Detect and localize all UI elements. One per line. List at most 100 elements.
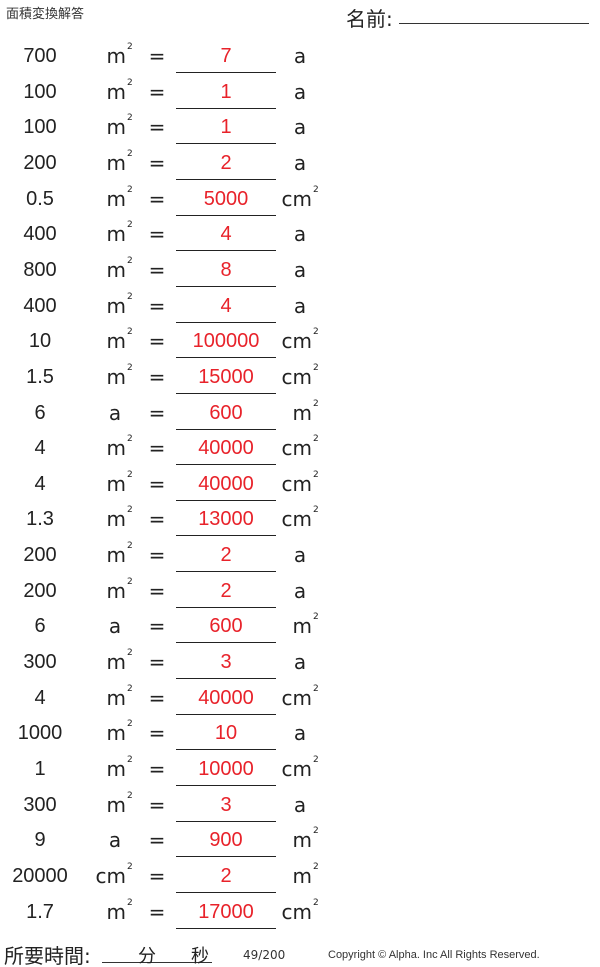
equals-sign: = xyxy=(148,364,166,389)
result-unit: cm xyxy=(281,757,312,781)
given-unit: m xyxy=(106,293,126,318)
result-unit-superscript: 2 xyxy=(313,362,319,373)
result-unit: cm xyxy=(281,471,312,496)
given-value: 1 xyxy=(34,758,46,780)
result-unit-superscript: 2 xyxy=(313,755,319,765)
given-unit: m xyxy=(106,222,126,247)
problem-row: 1.3 m 2 = 13000 cm 2 xyxy=(0,502,340,537)
result-unit: cm xyxy=(281,685,312,710)
equals-sign: = xyxy=(148,471,166,496)
problem-row: 6 a = 600 m 2 xyxy=(0,396,340,430)
result-unit: a xyxy=(293,222,307,247)
answer-value: 1 xyxy=(176,110,276,145)
given-unit: m xyxy=(106,257,126,282)
answer-value: 2 xyxy=(176,574,276,608)
problem-row: 300 m 2 = 3 a xyxy=(0,645,340,680)
given-unit: m xyxy=(106,721,126,746)
equals-sign: = xyxy=(148,79,166,104)
given-value: 800 xyxy=(23,258,57,281)
result-unit: a xyxy=(293,543,307,568)
equals-sign: = xyxy=(148,721,166,746)
answer-value: 4 xyxy=(176,217,276,252)
name-field-line xyxy=(399,23,589,24)
given-unit: m xyxy=(106,543,126,568)
equals-sign: = xyxy=(148,293,166,318)
given-value: 700 xyxy=(23,45,57,67)
problem-row: 200 m 2 = 2 a xyxy=(0,574,340,608)
equals-sign: = xyxy=(148,614,166,639)
given-unit-superscript: 2 xyxy=(127,755,133,765)
given-value: 200 xyxy=(23,579,57,602)
result-unit: m xyxy=(292,614,312,639)
result-unit: cm xyxy=(281,186,312,211)
answer-value: 40000 xyxy=(176,431,276,466)
equals-sign: = xyxy=(148,650,166,675)
problem-row: 1 m 2 = 10000 cm 2 xyxy=(0,752,340,786)
given-unit-superscript: 2 xyxy=(127,42,133,52)
given-value: 20000 xyxy=(12,864,68,887)
problem-row: 20000 cm 2 = 2 m 2 xyxy=(0,859,340,893)
given-value: 200 xyxy=(23,544,57,567)
given-unit: a xyxy=(108,614,122,639)
result-unit-superscript: 2 xyxy=(313,897,319,908)
equals-sign: = xyxy=(148,329,166,354)
equals-sign: = xyxy=(148,222,166,247)
answer-value: 7 xyxy=(176,39,276,73)
result-unit: a xyxy=(293,257,307,282)
answer-value: 2 xyxy=(176,146,276,180)
given-value: 300 xyxy=(23,651,57,674)
equals-sign: = xyxy=(148,578,166,603)
answer-value: 10 xyxy=(176,716,276,751)
equals-sign: = xyxy=(148,685,166,710)
given-unit: m xyxy=(106,150,126,175)
answer-value: 40000 xyxy=(176,681,276,715)
equals-sign: = xyxy=(148,186,166,211)
given-unit: m xyxy=(106,685,126,710)
result-unit: a xyxy=(293,578,307,603)
given-unit-superscript: 2 xyxy=(127,434,133,445)
given-unit: a xyxy=(108,400,122,425)
result-unit: cm xyxy=(281,364,312,389)
answer-value: 4 xyxy=(176,289,276,323)
given-unit-superscript: 2 xyxy=(127,469,133,480)
result-unit: a xyxy=(293,150,307,175)
answer-value: 10000 xyxy=(176,752,276,786)
problem-row: 9 a = 900 m 2 xyxy=(0,823,340,858)
given-value: 400 xyxy=(23,294,57,317)
result-unit-superscript: 2 xyxy=(313,469,319,480)
answer-value: 3 xyxy=(176,645,276,680)
problem-row: 4 m 2 = 40000 cm 2 xyxy=(0,467,340,501)
problem-row: 200 m 2 = 2 a xyxy=(0,146,340,180)
problem-row: 4 m 2 = 40000 cm 2 xyxy=(0,431,340,466)
given-unit: m xyxy=(106,578,126,603)
given-unit: m xyxy=(106,792,126,817)
equals-sign: = xyxy=(148,115,166,140)
equals-sign: = xyxy=(148,863,166,888)
problem-row: 0.5 m 2 = 5000 cm 2 xyxy=(0,182,340,216)
given-value: 100 xyxy=(23,116,57,139)
given-unit: m xyxy=(106,757,126,781)
given-unit: m xyxy=(106,364,126,389)
given-value: 400 xyxy=(23,223,57,246)
given-unit-superscript: 2 xyxy=(127,255,133,266)
given-unit: m xyxy=(106,186,126,211)
result-unit-superscript: 2 xyxy=(313,612,319,623)
result-unit: cm xyxy=(281,329,312,354)
problem-row: 10 m 2 = 100000 cm 2 xyxy=(0,324,340,359)
result-unit: m xyxy=(292,863,312,888)
problem-row: 100 m 2 = 1 a xyxy=(0,75,340,109)
result-unit-superscript: 2 xyxy=(313,434,319,445)
result-unit-superscript: 2 xyxy=(313,398,319,409)
given-value: 200 xyxy=(23,151,57,174)
given-value: 6 xyxy=(34,615,46,638)
given-unit-superscript: 2 xyxy=(127,541,133,552)
equals-sign: = xyxy=(148,828,166,853)
problem-row: 200 m 2 = 2 a xyxy=(0,538,340,573)
answer-value: 15000 xyxy=(176,360,276,394)
given-unit: m xyxy=(106,329,126,354)
result-unit: a xyxy=(293,44,307,68)
minutes-label: 分 xyxy=(138,946,156,967)
given-unit: m xyxy=(106,44,126,68)
answer-value: 17000 xyxy=(176,895,276,929)
problem-row: 6 a = 600 m 2 xyxy=(0,609,340,644)
